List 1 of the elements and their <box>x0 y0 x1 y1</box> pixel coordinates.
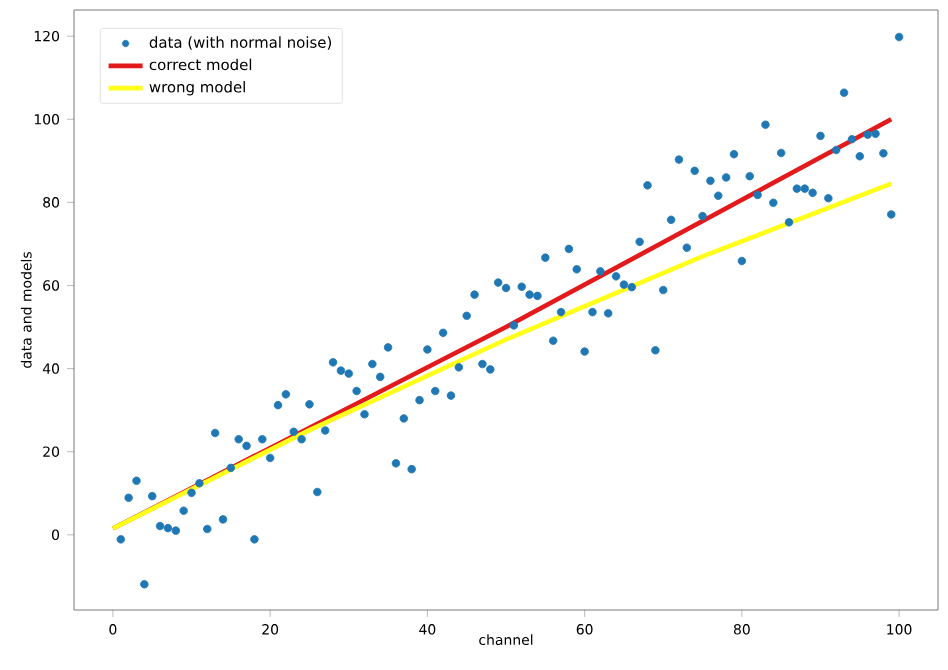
line-series <box>110 181 894 531</box>
